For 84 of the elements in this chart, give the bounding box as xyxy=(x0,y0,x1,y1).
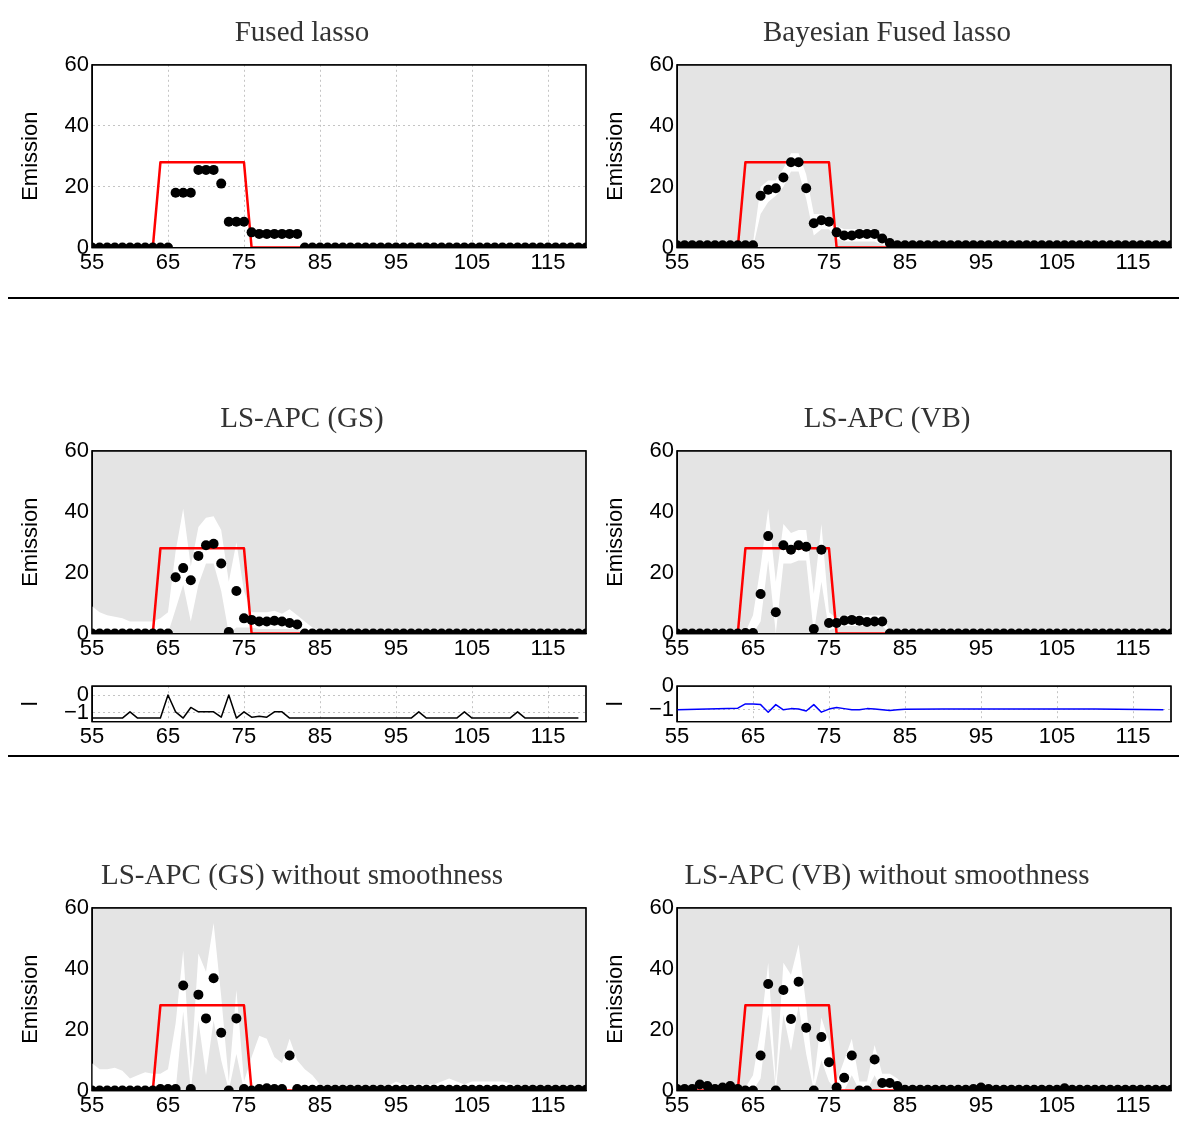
x-tick-label: 75 xyxy=(816,248,842,274)
y-axis-title: l xyxy=(17,701,43,707)
x-tick-label: 95 xyxy=(383,722,409,748)
y-tick-label: 20 xyxy=(64,172,89,198)
x-tick-label: 65 xyxy=(740,248,766,274)
y-tick-label: 40 xyxy=(64,111,89,137)
x-tick-label: 85 xyxy=(892,248,918,274)
x-tick-label: 115 xyxy=(530,1091,566,1117)
chart-title: LS-APC (GS) without smoothness xyxy=(100,858,504,892)
y-axis-title: Emission xyxy=(602,111,628,201)
x-tick-label: 65 xyxy=(155,634,181,660)
chart-title: Fused lasso xyxy=(234,15,370,48)
y-tick-label: 60 xyxy=(64,893,89,919)
x-tick-label: 65 xyxy=(740,1091,766,1117)
y-tick-label: 40 xyxy=(64,497,89,523)
x-tick-label: 105 xyxy=(1038,634,1076,660)
x-tick-label: 95 xyxy=(968,248,994,274)
y-axis-title: Emission xyxy=(17,954,43,1044)
x-tick-label: 95 xyxy=(968,1091,994,1117)
y-tick-label: 40 xyxy=(649,111,674,137)
x-tick-label: 65 xyxy=(155,722,181,748)
x-tick-label: 85 xyxy=(892,722,918,748)
x-tick-label: 75 xyxy=(816,1091,842,1117)
x-tick-label: 65 xyxy=(155,1091,181,1117)
x-tick-label: 105 xyxy=(453,634,491,660)
x-tick-label: 105 xyxy=(1038,1091,1076,1117)
x-tick-label: 105 xyxy=(1038,722,1076,748)
y-tick-label: 20 xyxy=(649,1015,674,1041)
x-tick-label: 115 xyxy=(1115,1091,1151,1117)
x-tick-label: 115 xyxy=(1115,248,1151,274)
x-tick-label: 115 xyxy=(530,248,566,274)
chart-title: LS-APC (GS) xyxy=(220,401,384,435)
y-tick-label: 60 xyxy=(64,436,89,462)
y-tick-label: 60 xyxy=(649,50,674,76)
x-tick-label: 85 xyxy=(307,1091,333,1117)
x-tick-label: 65 xyxy=(155,248,181,274)
x-tick-label: 75 xyxy=(231,634,257,660)
x-tick-label: 95 xyxy=(383,248,409,274)
x-tick-label: 95 xyxy=(383,1091,409,1117)
x-tick-label: 85 xyxy=(892,1091,918,1117)
x-tick-label: 85 xyxy=(892,634,918,660)
x-tick-label: 95 xyxy=(968,722,994,748)
chart-title: LS-APC (VB) xyxy=(803,401,971,435)
y-tick-label: 60 xyxy=(649,893,674,919)
x-tick-label: 85 xyxy=(307,634,333,660)
y-axis-title: Emission xyxy=(17,111,43,201)
x-tick-label: 65 xyxy=(740,634,766,660)
y-axis-title: Emission xyxy=(602,954,628,1044)
y-tick-label: 0 xyxy=(661,672,674,698)
x-tick-label: 55 xyxy=(664,722,690,748)
x-tick-label: 95 xyxy=(383,634,409,660)
y-tick-label: 60 xyxy=(649,436,674,462)
x-tick-label: 75 xyxy=(231,722,257,748)
x-tick-label: 85 xyxy=(307,722,333,748)
x-tick-label: 105 xyxy=(453,248,491,274)
y-axis-title: Emission xyxy=(17,497,43,587)
x-tick-label: 95 xyxy=(968,634,994,660)
x-tick-label: 55 xyxy=(79,722,105,748)
x-tick-label: 85 xyxy=(307,248,333,274)
y-tick-label: 20 xyxy=(649,172,674,198)
chart-title: Bayesian Fused lasso xyxy=(762,15,1012,48)
x-tick-label: 75 xyxy=(816,722,842,748)
y-tick-label: −1 xyxy=(648,695,674,721)
x-tick-label: 115 xyxy=(530,722,566,748)
x-tick-label: 65 xyxy=(740,722,766,748)
x-tick-label: 75 xyxy=(816,634,842,660)
y-tick-label: 40 xyxy=(64,954,89,980)
x-tick-label: 115 xyxy=(530,634,566,660)
chart-title: LS-APC (VB) without smoothness xyxy=(684,858,1090,892)
y-tick-label: 40 xyxy=(649,954,674,980)
y-tick-label: 20 xyxy=(64,558,89,584)
y-tick-label: 40 xyxy=(649,497,674,523)
x-tick-label: 115 xyxy=(1115,634,1151,660)
y-axis-title: Emission xyxy=(602,497,628,587)
y-tick-label: 60 xyxy=(64,50,89,76)
x-tick-label: 75 xyxy=(231,248,257,274)
x-tick-label: 105 xyxy=(453,1091,491,1117)
y-tick-label: 20 xyxy=(649,558,674,584)
x-tick-label: 75 xyxy=(231,1091,257,1117)
x-tick-label: 105 xyxy=(1038,248,1076,274)
x-tick-label: 115 xyxy=(1115,722,1151,748)
y-axis-title: l xyxy=(602,701,628,707)
x-tick-label: 105 xyxy=(453,722,491,748)
y-tick-label: 20 xyxy=(64,1015,89,1041)
